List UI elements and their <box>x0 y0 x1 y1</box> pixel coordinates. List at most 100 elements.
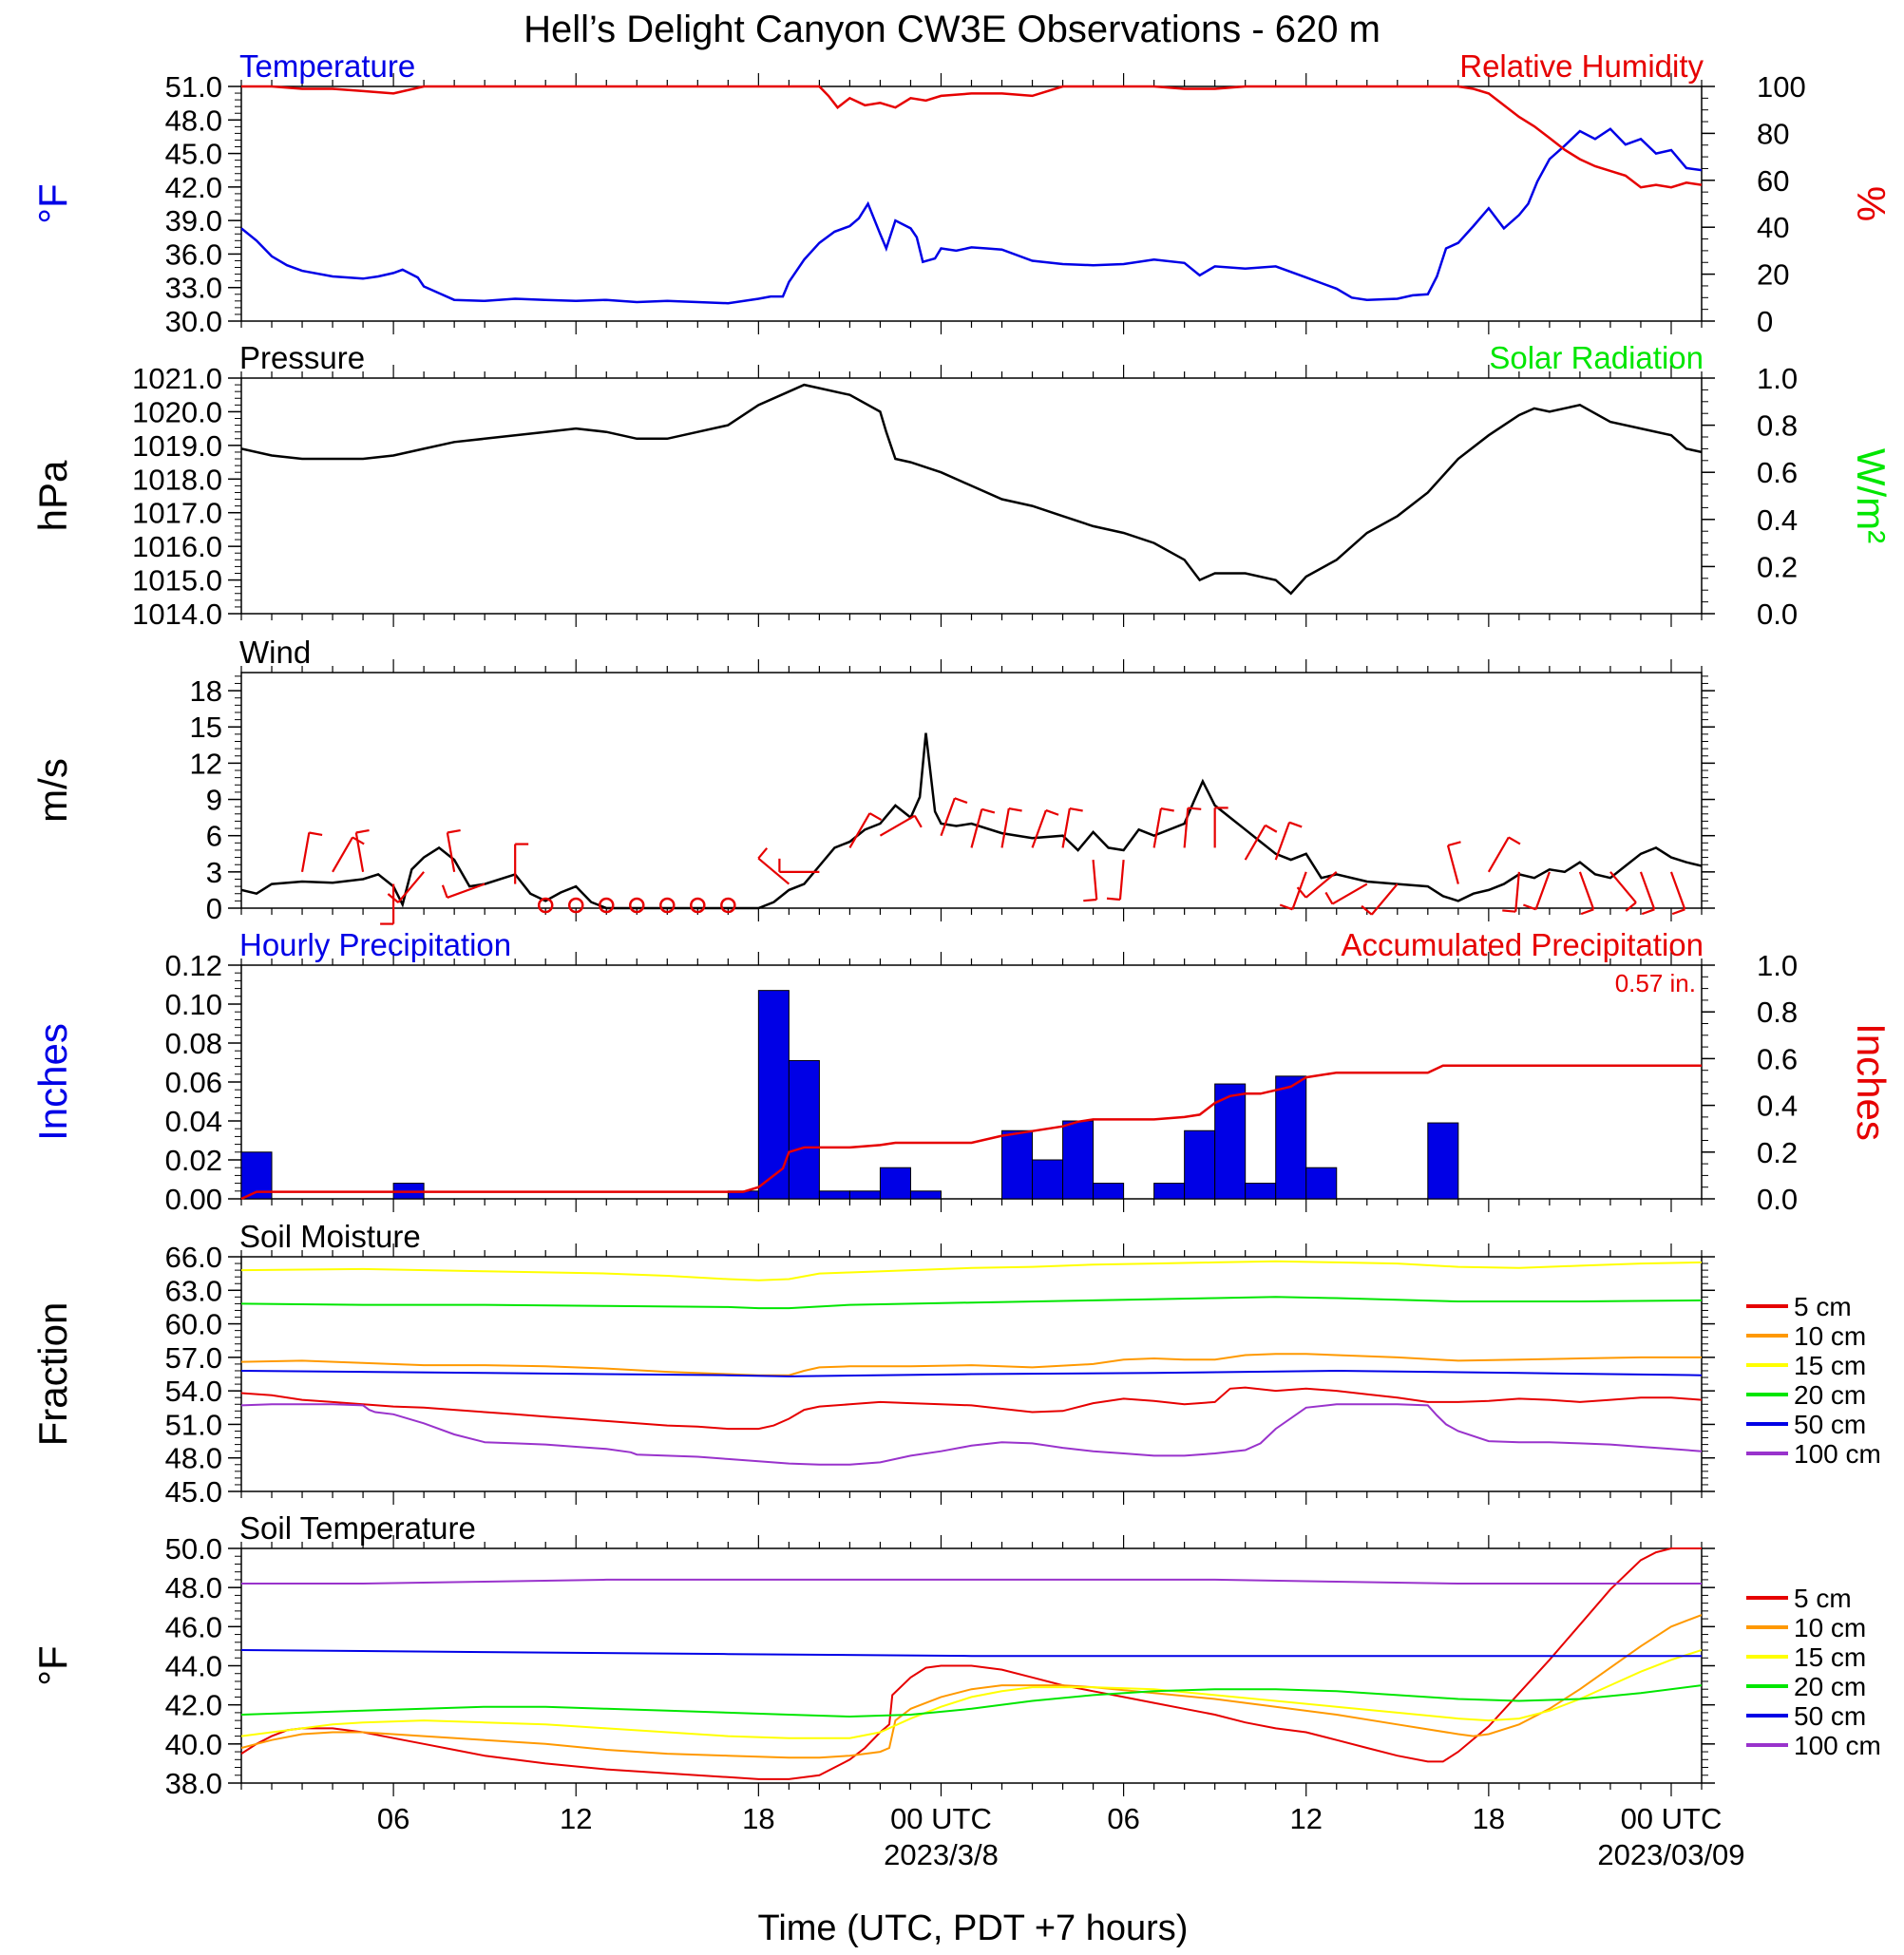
y-tick-label-left: 12 <box>190 747 222 780</box>
y-tick-label-left: 0.04 <box>165 1105 222 1138</box>
wind-barb <box>1000 807 1010 848</box>
y-tick-label-left: 0 <box>206 892 222 925</box>
y-tick-label-left: 45.0 <box>165 138 222 171</box>
series-10cm <box>241 1614 1702 1759</box>
series-temp_rh-1 <box>241 85 1702 189</box>
y-tick-label-left: 38.0 <box>165 1767 222 1800</box>
time-tick-label: 00 UTC <box>890 1802 992 1835</box>
precip-bar <box>788 1059 820 1200</box>
calm-wind-marker <box>629 897 645 914</box>
panel-soil_temperature: 38.0 40.0 42.0 44.0 46.0 48.0 50.0 Soil Tempera… <box>30 1510 1715 1800</box>
y-tick-label-left: 0.10 <box>165 988 222 1021</box>
wind-barb-flag <box>1361 904 1373 916</box>
precip-bar <box>1153 1183 1186 1200</box>
date-label: 2023/03/09 <box>1597 1838 1744 1871</box>
wind-barb-flag <box>1324 891 1334 905</box>
y-tick-label-left: 6 <box>206 820 222 853</box>
plot-frame <box>240 377 1703 615</box>
wind-barb-flag <box>387 893 399 903</box>
wind-barb <box>1331 883 1368 905</box>
wind-barb <box>757 857 790 885</box>
panel-title-left: Hourly Precipitation <box>239 927 511 962</box>
y-tick-label-left: 0.12 <box>165 949 222 982</box>
x-ticks <box>240 73 1703 334</box>
time-tick-label: 00 UTC <box>1621 1802 1723 1835</box>
wind-barb-flag <box>1580 908 1594 916</box>
y-tick-label-left: 66.0 <box>165 1241 222 1274</box>
y-tick-label-left: 30.0 <box>165 305 222 338</box>
calm-wind-marker <box>659 897 676 914</box>
y-tick-label-left: 54.0 <box>165 1375 222 1408</box>
precip-total-label: 0.57 in. <box>1615 969 1696 997</box>
legend-label: 20 cm <box>1794 1672 1866 1701</box>
y-axis-label-left: m/s <box>30 758 75 823</box>
wind-barb <box>1370 883 1399 916</box>
calm-wind-marker <box>599 897 615 914</box>
y-tick-label-right: 0.6 <box>1757 1042 1798 1075</box>
y-tick-label-right: 40 <box>1757 211 1789 244</box>
series-10cm <box>241 1353 1702 1376</box>
y-axis-label-right: W/m² <box>1849 448 1894 543</box>
y-tick-label-left: 51.0 <box>165 1408 222 1441</box>
legend-label: 5 cm <box>1794 1584 1852 1613</box>
wind-barb-flag <box>757 847 769 860</box>
precip-bar <box>1245 1183 1277 1200</box>
wind-barb-flag <box>1045 808 1059 816</box>
y-axis-label-right: % <box>1849 186 1894 221</box>
series-pressure-0 <box>241 383 1702 596</box>
series-5cm <box>241 1386 1702 1431</box>
y-tick-label-right: 0.8 <box>1757 409 1798 443</box>
y-axis-label-left: hPa <box>30 460 75 531</box>
y-tick-label-right: 0.4 <box>1757 1090 1798 1123</box>
wind-barb <box>1446 845 1459 884</box>
panel-precip: 0.00 0.02 0.04 0.06 0.08 0.10 0.12 0.0 0.2 0.4 0.6… <box>30 927 1894 1216</box>
precip-bar <box>1062 1120 1095 1200</box>
calm-wind-marker <box>690 897 706 914</box>
y-tick-label-right: 0 <box>1757 305 1773 338</box>
y-tick-label-right: 0.0 <box>1757 598 1798 631</box>
wind-barb-flag <box>309 831 323 836</box>
y-tick-label-left: 33.0 <box>165 272 222 305</box>
wind-barb <box>1031 809 1047 848</box>
legend-label: 15 cm <box>1794 1351 1866 1380</box>
wind-barb-flag <box>1279 903 1293 911</box>
y-axis-label-left: °F <box>30 1645 75 1685</box>
wind-barb-flag <box>913 815 923 828</box>
series-50cm <box>241 1369 1702 1377</box>
y-tick-label-left: 42.0 <box>165 171 222 204</box>
panel-title-right: Accumulated Precipitation <box>1341 927 1704 962</box>
legend-label: 10 cm <box>1794 1613 1866 1642</box>
wind-barb <box>1118 860 1125 901</box>
wind-barb-flag <box>1502 909 1516 913</box>
calm-wind-marker <box>567 897 584 914</box>
legend-label: 50 cm <box>1794 1701 1866 1731</box>
wind-barb-flag <box>1188 807 1202 810</box>
wind-barb-flag <box>441 884 448 899</box>
precip-bar <box>879 1167 911 1200</box>
y-tick-label-right: 60 <box>1757 164 1789 198</box>
wind-barb-flag <box>1641 908 1655 916</box>
wind-barb <box>1274 822 1291 861</box>
y-tick-label-left: 57.0 <box>165 1341 222 1375</box>
y-axis-label-left: °F <box>30 183 75 223</box>
wind-barb-flag <box>868 812 883 821</box>
panel-title-right: Solar Radiation <box>1489 340 1704 375</box>
x-ticks <box>240 952 1703 1212</box>
panel-title-left: Soil Moisture <box>239 1219 421 1254</box>
wind-barb <box>1487 836 1510 873</box>
legend-label: 100 cm <box>1794 1731 1881 1760</box>
precip-bar <box>1093 1183 1125 1200</box>
wind-barb <box>354 832 365 873</box>
precip-bar <box>1001 1129 1034 1200</box>
series-wind-0 <box>241 732 1702 910</box>
plot-frame <box>240 85 1703 322</box>
precip-bar <box>818 1190 850 1200</box>
time-tick-label: 12 <box>560 1802 592 1835</box>
y-tick-label-left: 1014.0 <box>132 598 222 631</box>
wind-barb <box>1304 871 1338 899</box>
time-tick-label: 12 <box>1289 1802 1322 1835</box>
wind-barb-flag <box>954 797 968 805</box>
wind-barb-flag <box>1083 898 1097 902</box>
y-tick-label-right: 1.0 <box>1757 362 1798 395</box>
